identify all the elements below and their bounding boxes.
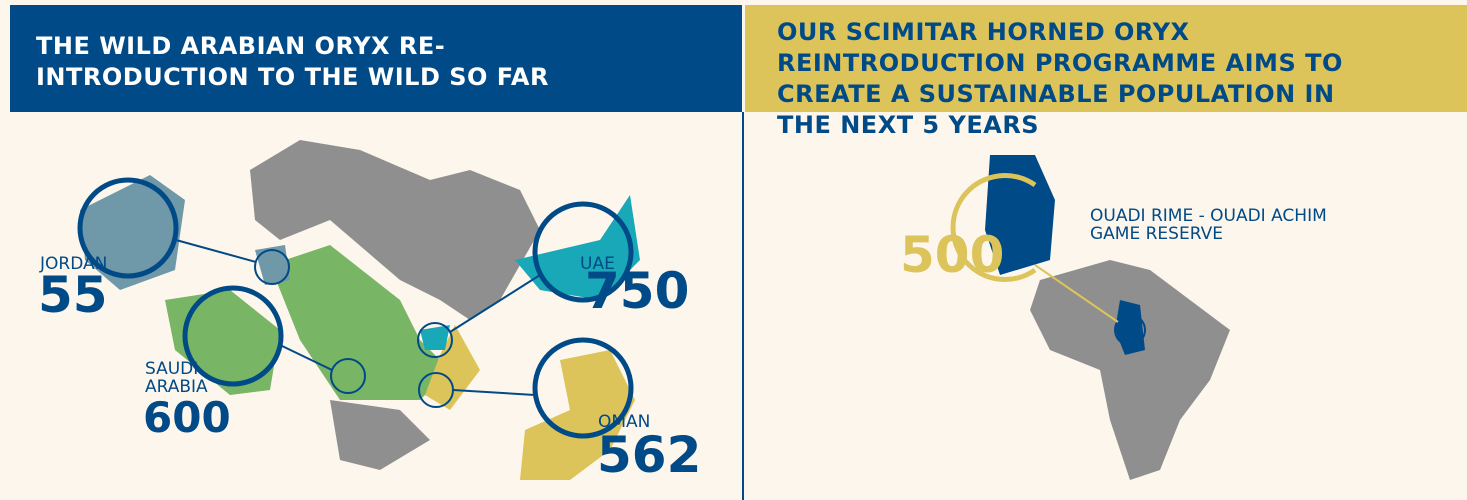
country-count: 750 (585, 262, 690, 320)
africa-map (1030, 260, 1230, 480)
chad-inset (985, 155, 1055, 275)
country-label: OMAN (598, 412, 651, 432)
callout-circle (1114, 314, 1146, 346)
site-count: 500 (900, 226, 1005, 284)
inset-circles (77, 177, 634, 439)
saudi-inset (165, 290, 280, 395)
left-header: THE WILD ARABIAN ORYX RE-INTRODUCTION TO… (10, 5, 742, 112)
country-count: 600 (143, 393, 231, 442)
country-label: JORDAN (40, 254, 108, 274)
country-count: 55 (38, 266, 108, 324)
uae-map (420, 325, 450, 350)
yemen (330, 400, 430, 470)
uae-inset (515, 195, 640, 300)
country-label: UAE (580, 254, 615, 274)
callout-line (1034, 264, 1119, 323)
country-label: SAUDI ARABIA (145, 359, 208, 397)
country-count: 562 (597, 426, 702, 484)
oman-inset (520, 350, 635, 480)
jordan-inset (80, 175, 185, 290)
callout-circles (175, 239, 541, 408)
inset-circle (950, 173, 1037, 282)
chad-map (1115, 300, 1145, 355)
jordan-map (255, 245, 290, 285)
right-header: OUR SCIMITAR HORNED ORYX REINTRODUCTION … (745, 5, 1467, 139)
site-label: OUADI RIME - OUADI ACHIM GAME RESERVE (1090, 206, 1327, 244)
region-gray (250, 140, 540, 320)
right-title: OUR SCIMITAR HORNED ORYX REINTRODUCTION … (777, 18, 1343, 139)
oman-map (425, 325, 480, 410)
left-title: THE WILD ARABIAN ORYX RE-INTRODUCTION TO… (36, 32, 549, 91)
